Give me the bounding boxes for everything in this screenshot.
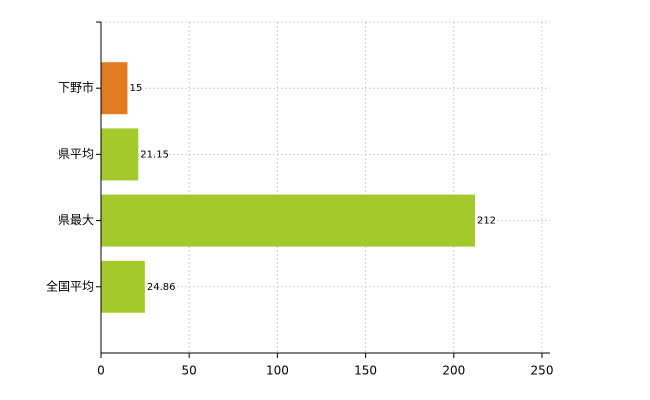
x-tick-label: 0 [97, 364, 105, 378]
x-tick-label: 100 [266, 364, 289, 378]
x-tick-label: 200 [442, 364, 465, 378]
x-tick-label: 250 [531, 364, 554, 378]
y-tick-label: 県平均 [58, 147, 94, 161]
bar [101, 194, 475, 247]
value-label: 24.86 [147, 282, 176, 293]
value-label: 21.15 [140, 149, 169, 160]
y-tick-label: 全国平均 [46, 278, 94, 293]
y-tick-label: 下野市 [58, 80, 94, 95]
bar [101, 260, 145, 313]
x-tick-label: 150 [354, 364, 377, 378]
bar [101, 128, 139, 181]
x-tick-label: 50 [182, 364, 197, 378]
bar [101, 62, 128, 115]
value-label: 212 [477, 216, 496, 227]
y-tick-label: 県最大 [58, 213, 94, 227]
value-label: 15 [129, 83, 142, 94]
